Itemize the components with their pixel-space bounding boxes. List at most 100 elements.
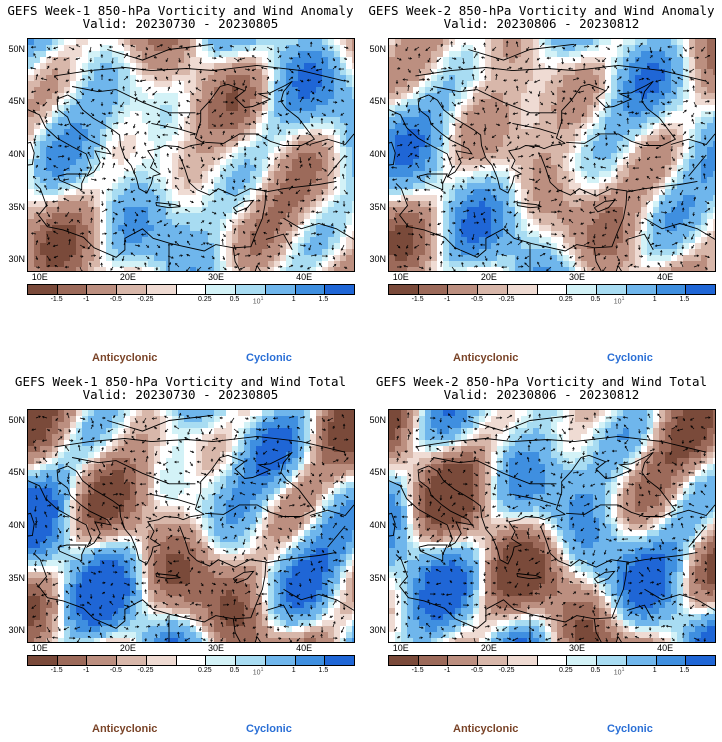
wind-arrow-head [188, 153, 191, 157]
vorticity-cell [473, 207, 480, 214]
vorticity-cell [545, 129, 552, 136]
vorticity-cell [268, 207, 275, 214]
vorticity-cell [136, 195, 143, 202]
wind-arrow-head [289, 241, 293, 244]
vorticity-cell [142, 255, 149, 262]
wind-arrow [296, 145, 301, 151]
vorticity-cell [701, 93, 708, 100]
vorticity-cell [346, 129, 353, 136]
vorticity-cell [497, 177, 504, 184]
wind-arrow-head [198, 43, 202, 46]
vorticity-cell [413, 117, 420, 124]
vorticity-cell [346, 45, 353, 52]
wind-arrow [340, 88, 345, 92]
vorticity-cell [148, 57, 155, 64]
wind-arrow [178, 57, 181, 63]
vorticity-cell [70, 87, 77, 94]
vorticity-cell [479, 147, 486, 154]
vorticity-cell [647, 177, 654, 184]
vorticity-cell [310, 255, 317, 262]
vorticity-cell [274, 69, 281, 76]
vorticity-cell [611, 81, 618, 88]
vorticity-cell [64, 51, 71, 58]
vorticity-cell [172, 57, 179, 64]
vorticity-cell [82, 159, 89, 166]
vorticity-cell [389, 183, 396, 190]
wind-arrow-head [53, 255, 57, 259]
vorticity-cell [172, 159, 179, 166]
vorticity-cell [419, 51, 426, 58]
vorticity-cell [587, 201, 594, 208]
vorticity-cell [160, 249, 167, 256]
vorticity-cell [46, 57, 53, 64]
wind-arrow [35, 266, 40, 269]
vorticity-cell [208, 195, 215, 202]
vorticity-cell [190, 249, 197, 256]
wind-arrow [233, 57, 240, 62]
vorticity-cell [274, 93, 281, 100]
vorticity-cell [623, 93, 630, 100]
vorticity-cell [148, 201, 155, 208]
vorticity-cell [112, 93, 119, 100]
wind-arrow [46, 120, 48, 125]
wind-arrow [90, 189, 93, 195]
vorticity-cell [40, 153, 47, 160]
vorticity-cell [497, 57, 504, 64]
vorticity-cell [64, 255, 71, 262]
vorticity-cell [551, 165, 558, 172]
vorticity-cell [413, 135, 420, 142]
vorticity-cell [256, 165, 263, 172]
vorticity-cell [208, 267, 215, 271]
wind-arrow [219, 55, 224, 59]
vorticity-cell [130, 99, 137, 106]
vorticity-cell [184, 99, 191, 106]
vorticity-cell [695, 111, 702, 118]
wind-arrow-head [295, 88, 298, 92]
wind-arrow-head [111, 258, 115, 261]
vorticity-cell [575, 171, 582, 178]
vorticity-cell [491, 189, 498, 196]
vorticity-cell [262, 153, 269, 160]
vorticity-cell [581, 135, 588, 142]
vorticity-cell [605, 81, 612, 88]
vorticity-cell [40, 213, 47, 220]
vorticity-cell [569, 129, 576, 136]
vorticity-cell [557, 99, 564, 106]
vorticity-cell [322, 135, 329, 142]
vorticity-cell [695, 177, 702, 184]
vorticity-cell [136, 99, 143, 106]
vorticity-cell [413, 51, 420, 58]
vorticity-cell [599, 141, 606, 148]
vorticity-cell [244, 261, 251, 268]
vorticity-cell [220, 261, 227, 268]
vorticity-cell [545, 123, 552, 130]
vorticity-cell [202, 99, 209, 106]
vorticity-cell [647, 93, 654, 100]
vorticity-cell [515, 93, 522, 100]
vorticity-cell [76, 231, 83, 238]
vorticity-cell [599, 87, 606, 94]
vorticity-cell [88, 201, 95, 208]
vorticity-cell [304, 207, 311, 214]
vorticity-cell [268, 75, 275, 82]
vorticity-cell [677, 141, 684, 148]
vorticity-cell [611, 39, 618, 46]
vorticity-cell [196, 255, 203, 262]
vorticity-cell [647, 135, 654, 142]
vorticity-cell [28, 105, 35, 112]
wind-arrow [211, 123, 216, 127]
vorticity-cell [328, 195, 335, 202]
vorticity-cell [334, 99, 341, 106]
wind-arrow [298, 52, 301, 59]
vorticity-cell [551, 147, 558, 154]
vorticity-cell [713, 75, 715, 82]
vorticity-cell [707, 39, 714, 46]
wind-arrow-head [108, 45, 112, 49]
wind-arrow-head [205, 242, 209, 245]
vorticity-cell [641, 123, 648, 130]
vorticity-cell [178, 69, 185, 76]
vorticity-cell [461, 177, 468, 184]
wind-arrow [222, 266, 227, 271]
wind-arrow-head [102, 157, 106, 160]
vorticity-cell [533, 159, 540, 166]
